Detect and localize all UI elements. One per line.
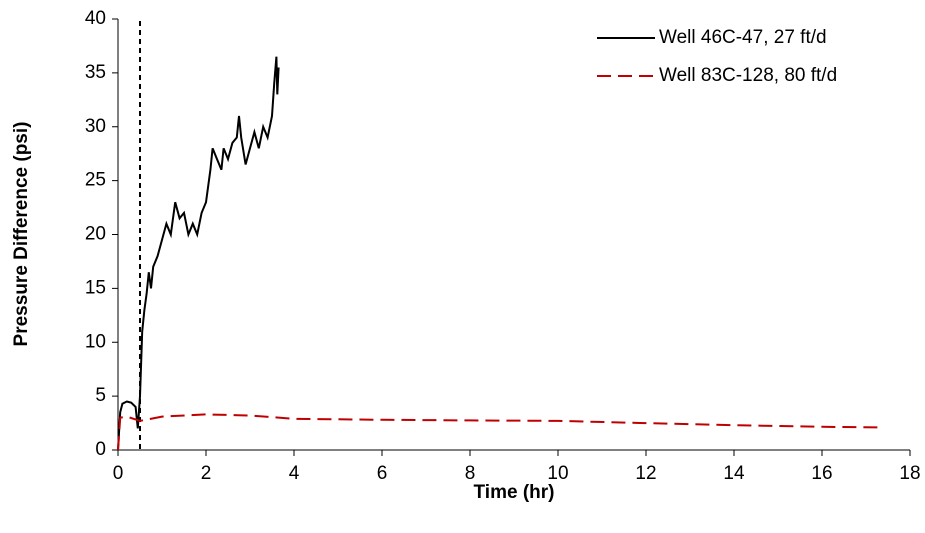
x-tick-label: 0	[113, 463, 124, 484]
x-axis-title: Time (hr)	[474, 482, 555, 503]
series-line	[117, 56, 280, 451]
x-tick-label: 14	[723, 463, 745, 484]
y-tick-label: 25	[85, 170, 106, 191]
y-tick-label: 40	[85, 8, 106, 29]
y-tick-label: 30	[85, 116, 106, 137]
y-axis-title: Pressure Difference (psi)	[11, 122, 32, 347]
x-tick-label: 6	[377, 463, 388, 484]
y-tick-label: 10	[85, 331, 106, 352]
x-tick-label: 2	[201, 463, 212, 484]
y-tick-label: 15	[85, 277, 106, 298]
x-tick-label: 16	[811, 463, 832, 484]
x-tick-label: 18	[899, 463, 920, 484]
x-tick-label: 10	[547, 463, 568, 484]
x-tick-label: 4	[289, 463, 300, 484]
x-tick-label: 12	[635, 463, 656, 484]
legend-label: Well 46C-47, 27 ft/d	[659, 27, 827, 48]
x-tick-label: 8	[465, 463, 476, 484]
y-tick-label: 20	[85, 224, 106, 245]
y-tick-label: 5	[95, 385, 106, 406]
y-tick-label: 0	[95, 439, 106, 460]
legend-label: Well 83C-128, 80 ft/d	[659, 65, 837, 86]
y-tick-label: 35	[85, 62, 106, 83]
series-line	[117, 413, 880, 451]
